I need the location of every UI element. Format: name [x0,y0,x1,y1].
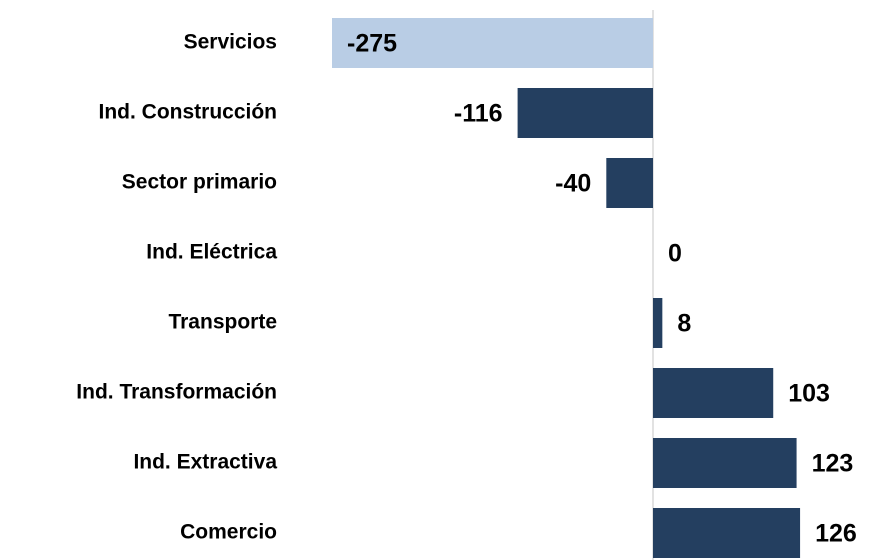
bar [606,158,653,208]
bar [653,438,797,488]
category-label: Servicios [184,31,277,54]
bar [653,368,774,418]
category-label: Ind. Extractiva [133,451,277,474]
value-label: 126 [815,520,857,548]
category-label: Ind. Eléctrica [146,241,277,264]
category-label: Ind. Transformación [76,381,277,404]
bar [653,298,663,348]
value-label: 123 [812,450,854,478]
category-label: Transporte [168,311,277,334]
bar [517,88,653,138]
value-label: -116 [454,100,503,128]
bar [332,18,653,68]
category-label: Comercio [180,521,277,544]
value-label: 0 [668,240,682,268]
value-label: -40 [555,170,591,198]
category-label: Ind. Construcción [99,101,278,124]
value-label: 8 [677,310,691,338]
category-label: Sector primario [122,171,277,194]
value-label: 103 [788,380,830,408]
bar [653,508,801,558]
value-label: -275 [347,30,397,58]
